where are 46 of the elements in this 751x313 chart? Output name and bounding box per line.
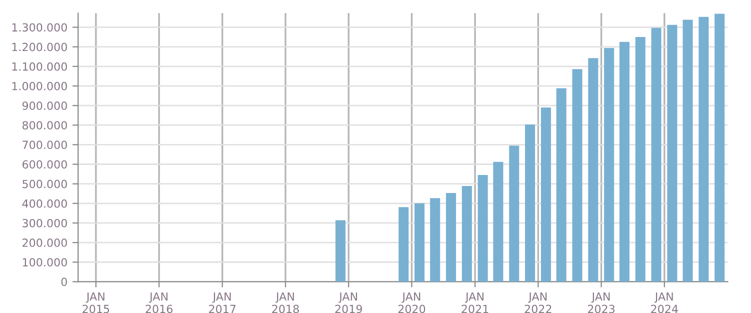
bar [635,37,646,282]
bar [588,58,598,282]
bar [414,203,425,282]
y-tick-label: 100.000 [22,258,67,267]
x-tick-label: JAN 2020 [398,292,426,313]
y-tick-label: 1.200.000 [12,42,67,52]
x-tick-label: JAN 2023 [588,292,615,313]
bar [335,220,346,282]
bar [525,124,536,282]
x-tick-label: JAN 2019 [335,292,362,313]
bar [651,28,662,282]
x-tick-label: JAN 2018 [272,292,299,313]
y-tick-label: 800.000 [22,121,67,130]
bar [682,20,693,282]
x-tick-label: JAN 2021 [462,292,488,313]
y-tick-label: 900.000 [22,102,67,110]
bar [556,88,566,282]
x-tick-label: JAN 2022 [524,292,552,313]
y-tick-label: 1.300.000 [12,23,67,32]
y-tick-label: 1.100.000 [12,62,67,71]
bar [478,175,488,282]
bar [619,42,630,282]
bar [540,107,551,282]
bar [714,14,725,282]
y-tick-label: 500.000 [22,180,67,188]
y-tick-label: 1.000.000 [12,82,67,90]
bar [462,186,472,282]
bar [667,24,678,282]
x-tick-label: JAN 2024 [651,292,678,313]
bar [604,48,614,282]
bar [398,207,409,282]
y-tick-label: 0 [61,278,67,286]
y-tick-label: 600.000 [22,160,67,169]
bar [446,193,456,282]
x-tick-label: JAN 2015 [82,292,110,313]
y-tick-label: 700.000 [22,140,67,150]
bar [572,69,582,282]
bar [509,146,520,282]
bar [698,16,709,282]
bar [493,162,504,282]
y-tick-label: 400.000 [22,199,67,208]
y-tick-label: 300.000 [22,218,67,228]
x-tick-label: JAN 2017 [209,292,236,313]
bar [430,198,440,282]
x-tick-label: JAN 2016 [146,292,172,313]
y-tick-label: 200.000 [22,238,67,247]
